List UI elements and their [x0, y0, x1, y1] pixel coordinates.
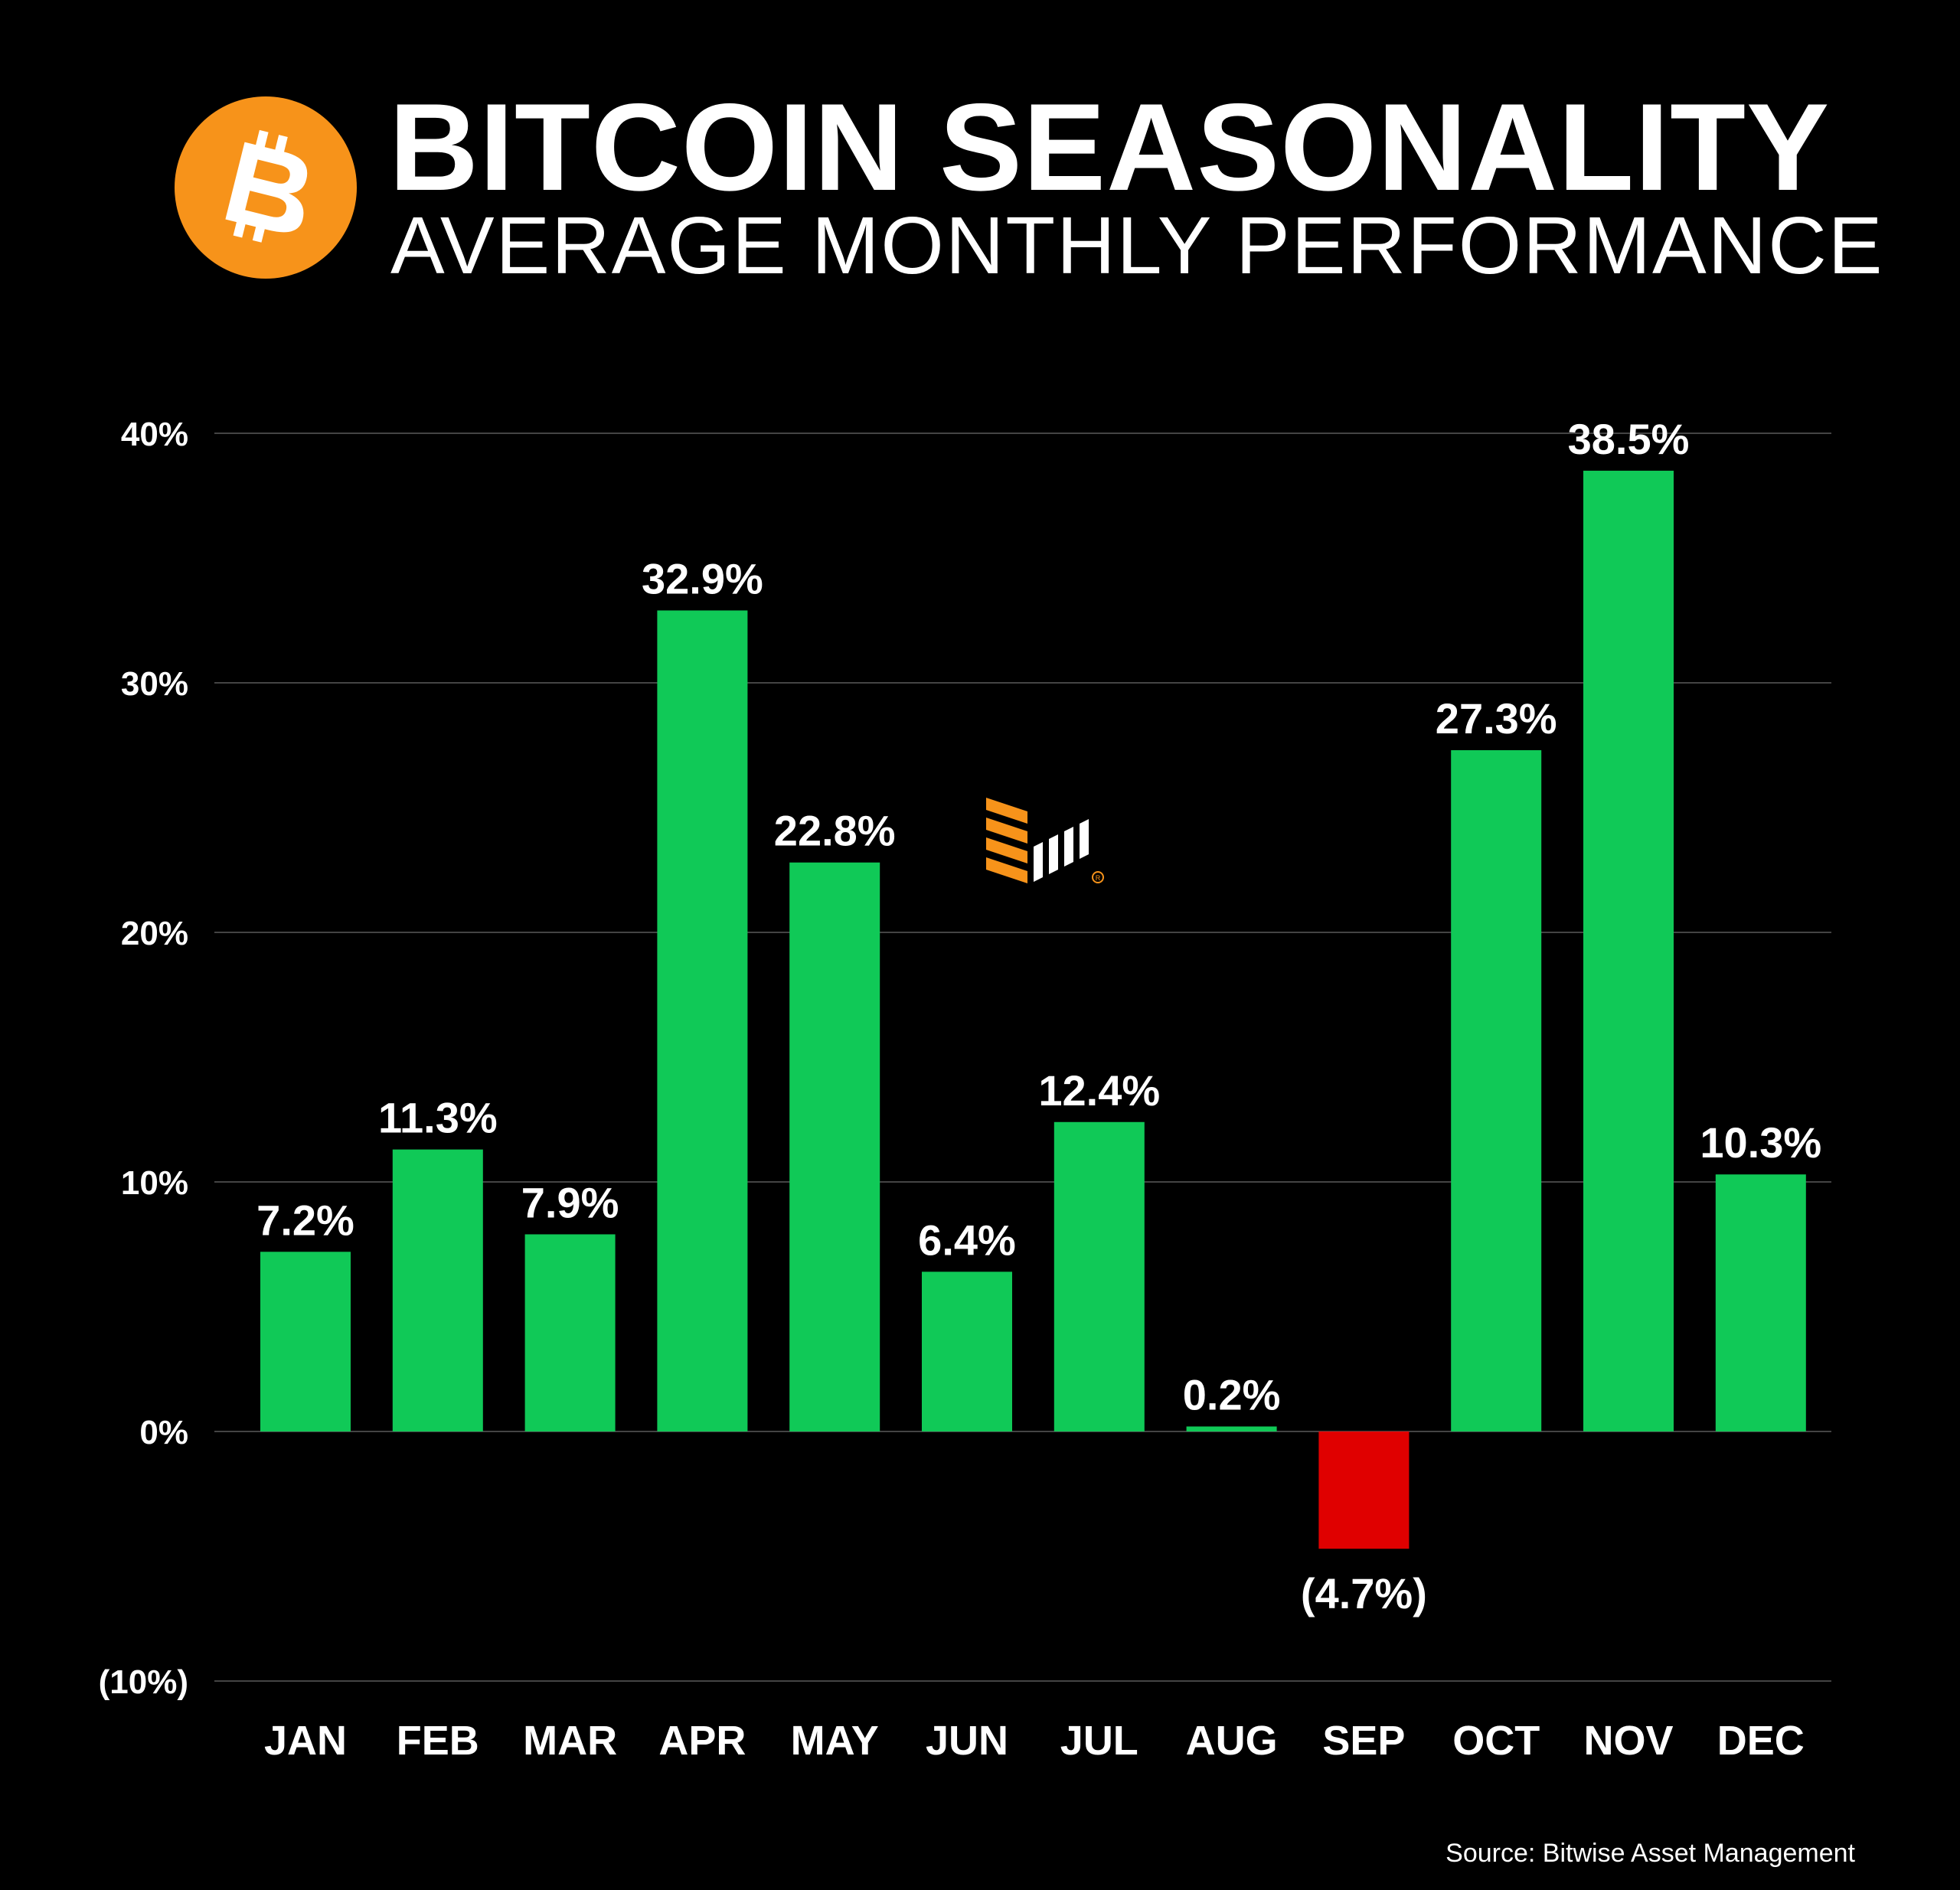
page-subtitle: AVERAGE MONTHLY PERFORMANCE [390, 201, 1884, 291]
data-label: 7.9% [521, 1178, 619, 1226]
x-tick-label: JAN [264, 1718, 347, 1764]
svg-text:R: R [1096, 874, 1101, 882]
x-tick-label: FEB [397, 1718, 479, 1764]
x-tick-label: SEP [1322, 1718, 1405, 1764]
data-label: 7.2% [256, 1196, 354, 1244]
x-tick-label: DEC [1717, 1718, 1805, 1764]
x-axis-ticks: JAN FEB MAR APR MAY JUN JUL AUG SEP OCT NOV DEC [264, 1718, 1805, 1764]
source-note: Source: Bitwise Asset Management [1446, 1839, 1855, 1868]
bar-mar [524, 1234, 616, 1431]
data-label: 22.8% [774, 807, 896, 855]
bitcoin-symbol [225, 129, 308, 243]
x-tick-label: AUG [1186, 1718, 1278, 1764]
x-tick-label: APR [658, 1718, 746, 1764]
data-label: 38.5% [1568, 415, 1690, 463]
y-tick-label: 20% [121, 915, 188, 952]
data-label: 27.3% [1436, 694, 1557, 743]
bars [260, 470, 1806, 1549]
grid-lines [214, 433, 1831, 1682]
x-tick-label: MAY [791, 1718, 879, 1764]
bar-dec [1715, 1174, 1806, 1431]
y-tick-label: 30% [121, 665, 188, 703]
bitwise-logo-icon: R [982, 796, 1112, 899]
data-label: 12.4% [1038, 1066, 1160, 1115]
bar-sep [1318, 1431, 1410, 1549]
y-tick-label: (10%) [99, 1663, 188, 1701]
bar-jan [260, 1252, 351, 1431]
x-tick-label: OCT [1452, 1718, 1540, 1764]
data-label: (4.7%) [1301, 1569, 1427, 1617]
data-labels: 7.2% 11.3% 7.9% 32.9% 22.8% 6.4% 12.4% 0.2% (4.7… [256, 415, 1821, 1617]
data-label: 11.3% [378, 1094, 498, 1142]
data-label: 10.3% [1700, 1118, 1821, 1167]
bar-nov [1583, 470, 1674, 1431]
y-axis-ticks: 40% 30% 20% 10% 0% (10%) [99, 416, 188, 1701]
y-tick-label: 0% [139, 1414, 188, 1451]
bar-may [789, 862, 880, 1431]
bar-aug [1186, 1426, 1277, 1431]
data-label: 0.2% [1183, 1370, 1281, 1418]
bar-apr [657, 610, 748, 1432]
x-tick-label: JUN [926, 1718, 1008, 1764]
bar-feb [392, 1149, 483, 1431]
data-label: 32.9% [642, 554, 763, 602]
x-tick-label: MAR [523, 1718, 617, 1764]
bitcoin-icon [175, 96, 357, 279]
x-tick-label: JUL [1060, 1718, 1138, 1764]
y-tick-label: 10% [121, 1164, 188, 1202]
bar-jun [922, 1271, 1012, 1431]
bar-oct [1451, 750, 1542, 1431]
data-label: 6.4% [918, 1216, 1016, 1264]
bar-jul [1054, 1121, 1145, 1431]
page-title: BITCOIN SEASONALITY [389, 78, 1831, 217]
y-tick-label: 40% [121, 416, 188, 453]
x-tick-label: NOV [1583, 1718, 1673, 1764]
